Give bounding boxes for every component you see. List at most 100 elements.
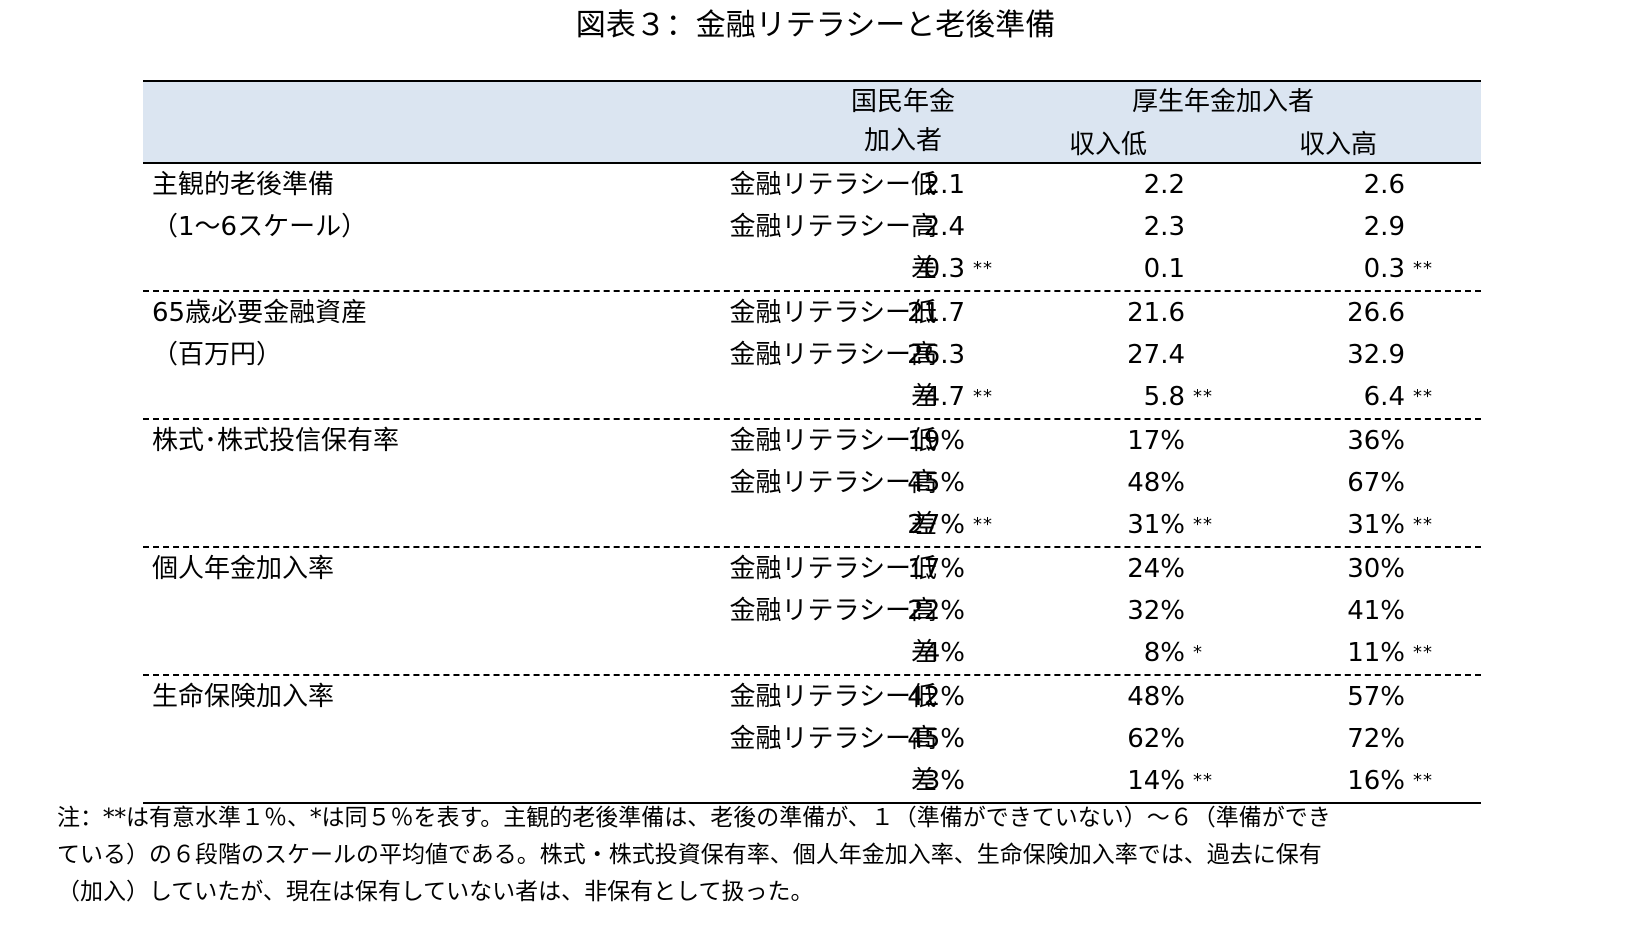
group-label: 65歳必要金融資産: [152, 298, 368, 328]
value-cell: 45%: [907, 468, 965, 498]
value-cell: 22%: [907, 596, 965, 626]
value-cell: 41%: [1347, 596, 1405, 626]
significance-mark: **: [1413, 642, 1433, 663]
footnote-line: 注：**は有意水準１％、*は同５％を表す。主観的老後準備は、老後の準備が、１（準…: [57, 805, 1331, 831]
header-kokumin-line2: 加入者: [863, 126, 942, 156]
row-group: 株式･株式投信保有率 金融リテラシー低 19% 17% 36% 金融リテラシー高 45% 48…: [143, 420, 1481, 548]
value-cell: 2.6: [1363, 170, 1405, 200]
value-cell: 2.4: [923, 212, 965, 242]
row-label: 金融リテラシー高: [729, 596, 937, 626]
value-cell: 3%: [923, 766, 965, 796]
value-cell: 17%: [1127, 426, 1185, 456]
value-cell: 27%: [907, 510, 965, 540]
significance-mark: **: [1413, 770, 1433, 791]
header-kokumin-line1: 国民年金: [850, 87, 955, 117]
value-cell: 26.6: [1347, 298, 1405, 328]
header-income-low: 収入低: [1068, 130, 1147, 160]
footnote: 注：**は有意水準１％、*は同５％を表す。主観的老後準備は、老後の準備が、１（準…: [57, 800, 1577, 911]
table-row: 差 27% ** 31% ** 31% **: [143, 504, 1481, 546]
group-label: 株式･株式投信保有率: [152, 426, 400, 456]
row-label: 金融リテラシー高: [729, 468, 937, 498]
value-cell: 48%: [1127, 682, 1185, 712]
table-header: 国民年金 加入者 厚生年金加入者 収入低 収入高: [143, 82, 1481, 164]
value-cell: 2.2: [1143, 170, 1185, 200]
footnote-line: ている）の６段階のスケールの平均値である。株式・株式投資保有率、個人年金加入率、…: [57, 842, 1322, 868]
value-cell: 0.3: [923, 254, 965, 284]
table-row: 主観的老後準備 金融リテラシー低 2.1 2.2 2.6: [143, 164, 1481, 206]
table-row: 金融リテラシー高 45% 48% 67%: [143, 462, 1481, 504]
header-income-high: 収入高: [1298, 130, 1377, 160]
row-group: 主観的老後準備 金融リテラシー低 2.1 2.2 2.6 （1～6スケール） 金融リテラシー…: [143, 164, 1481, 292]
table-row: 金融リテラシー高 22% 32% 41%: [143, 590, 1481, 632]
value-cell: 45%: [907, 724, 965, 754]
row-label: 金融リテラシー低: [729, 298, 937, 328]
row-label: 金融リテラシー高: [729, 340, 937, 370]
row-label: 差: [910, 638, 937, 668]
value-cell: 6.4: [1363, 382, 1405, 412]
group-label: 主観的老後準備: [152, 170, 335, 200]
table-row: 株式･株式投信保有率 金融リテラシー低 19% 17% 36%: [143, 420, 1481, 462]
group-label: 生命保険加入率: [152, 682, 335, 712]
value-cell: 21.6: [1127, 298, 1185, 328]
significance-mark: **: [973, 514, 993, 535]
value-cell: 4%: [923, 638, 965, 668]
figure-title: 図表３：金融リテラシーと老後準備: [575, 8, 1056, 43]
row-label: 金融リテラシー高: [729, 212, 937, 242]
table-row: 生命保険加入率 金融リテラシー低 42% 48% 57%: [143, 676, 1481, 718]
value-cell: 19%: [907, 426, 965, 456]
value-cell: 11%: [1347, 638, 1405, 668]
table-row: （1～6スケール） 金融リテラシー高 2.4 2.3 2.9: [143, 206, 1481, 248]
row-group: 65歳必要金融資産 金融リテラシー低 21.7 21.6 26.6 （百万円） 金融リテラシ…: [143, 292, 1481, 420]
row-label: 金融リテラシー高: [729, 724, 937, 754]
value-cell: 24%: [1127, 554, 1185, 584]
value-cell: 26.3: [907, 340, 965, 370]
row-label: 差: [910, 382, 937, 412]
value-cell: 32%: [1127, 596, 1185, 626]
significance-mark: **: [1193, 386, 1213, 407]
header-kousei-group: 厚生年金加入者: [1131, 87, 1314, 117]
value-cell: 5.8: [1143, 382, 1185, 412]
table-row: 金融リテラシー高 45% 62% 72%: [143, 718, 1481, 760]
value-cell: 2.1: [923, 170, 965, 200]
significance-mark: **: [1413, 514, 1433, 535]
value-cell: 27.4: [1127, 340, 1185, 370]
row-label: 金融リテラシー低: [729, 554, 937, 584]
table-row: 差 4.7 ** 5.8 ** 6.4 **: [143, 376, 1481, 418]
significance-mark: **: [1193, 514, 1213, 535]
value-cell: 48%: [1127, 468, 1185, 498]
table-body: 主観的老後準備 金融リテラシー低 2.1 2.2 2.6 （1～6スケール） 金融リテラシー…: [143, 164, 1481, 804]
value-cell: 67%: [1347, 468, 1405, 498]
value-cell: 0.3: [1363, 254, 1405, 284]
value-cell: 36%: [1347, 426, 1405, 456]
value-cell: 57%: [1347, 682, 1405, 712]
row-label: 差: [910, 254, 937, 284]
value-cell: 62%: [1127, 724, 1185, 754]
row-group: 個人年金加入率 金融リテラシー低 17% 24% 30% 金融リテラシー高 22% 32% 41…: [143, 548, 1481, 676]
value-cell: 16%: [1347, 766, 1405, 796]
row-label: 金融リテラシー低: [729, 170, 937, 200]
value-cell: 31%: [1347, 510, 1405, 540]
row-label: 差: [910, 766, 937, 796]
table-row: 65歳必要金融資産 金融リテラシー低 21.7 21.6 26.6: [143, 292, 1481, 334]
group-label-sub: （1～6スケール）: [152, 212, 368, 242]
row-group: 生命保険加入率 金融リテラシー低 42% 48% 57% 金融リテラシー高 45% 62% 72…: [143, 676, 1481, 804]
value-cell: 2.9: [1363, 212, 1405, 242]
value-cell: 42%: [907, 682, 965, 712]
value-cell: 31%: [1127, 510, 1185, 540]
table-row: 差 3% 14% ** 16% **: [143, 760, 1481, 802]
row-label: 差: [910, 510, 937, 540]
value-cell: 72%: [1347, 724, 1405, 754]
footnote-line: （加入）していたが、現在は保有していない者は、非保有として扱った。: [57, 879, 814, 905]
value-cell: 32.9: [1347, 340, 1405, 370]
significance-mark: **: [973, 386, 993, 407]
group-label-sub: （百万円）: [152, 340, 283, 370]
value-cell: 21.7: [907, 298, 965, 328]
data-table: 国民年金 加入者 厚生年金加入者 収入低 収入高 主観的老後準備 金融リテラシー低…: [143, 80, 1481, 804]
row-label: 金融リテラシー低: [729, 426, 937, 456]
table-row: 差 4% 8% * 11% **: [143, 632, 1481, 674]
value-cell: 8%: [1143, 638, 1185, 668]
value-cell: 4.7: [923, 382, 965, 412]
significance-mark: *: [1193, 642, 1203, 663]
value-cell: 14%: [1127, 766, 1185, 796]
value-cell: 30%: [1347, 554, 1405, 584]
